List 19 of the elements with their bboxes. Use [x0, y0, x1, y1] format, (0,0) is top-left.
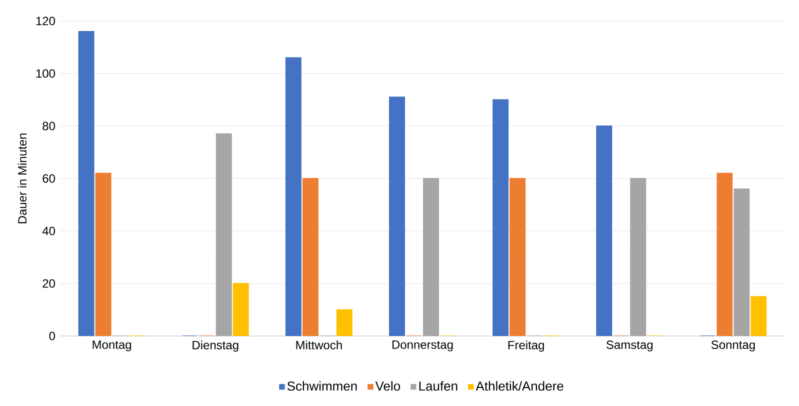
- x-tick-label: Freitag: [508, 340, 544, 352]
- legend-label: Laufen: [419, 381, 458, 391]
- x-tick-label: Donnerstag: [392, 340, 453, 352]
- x-tick-label: Samstag: [606, 340, 653, 352]
- y-tick-label: 60: [42, 174, 56, 183]
- legend-label: Athletik/Andere: [476, 381, 564, 391]
- y-tick-label: 0: [49, 332, 56, 340]
- x-tick-label: Montag: [92, 340, 132, 352]
- legend-label: Velo: [375, 381, 400, 391]
- y-tick-label: 100: [36, 69, 56, 78]
- y-axis-title: Dauer in Minuten: [18, 134, 27, 224]
- y-tick-label: 20: [42, 279, 56, 288]
- x-tick-label: Sonntag: [711, 340, 755, 352]
- y-tick-label: 80: [42, 122, 56, 130]
- legend-label: Schwimmen: [287, 381, 357, 391]
- y-tick-label: 120: [36, 16, 56, 26]
- x-tick-label: Dienstag: [192, 340, 238, 352]
- x-tick-label: Mittwoch: [296, 340, 342, 350]
- y-tick-label: 40: [42, 226, 56, 236]
